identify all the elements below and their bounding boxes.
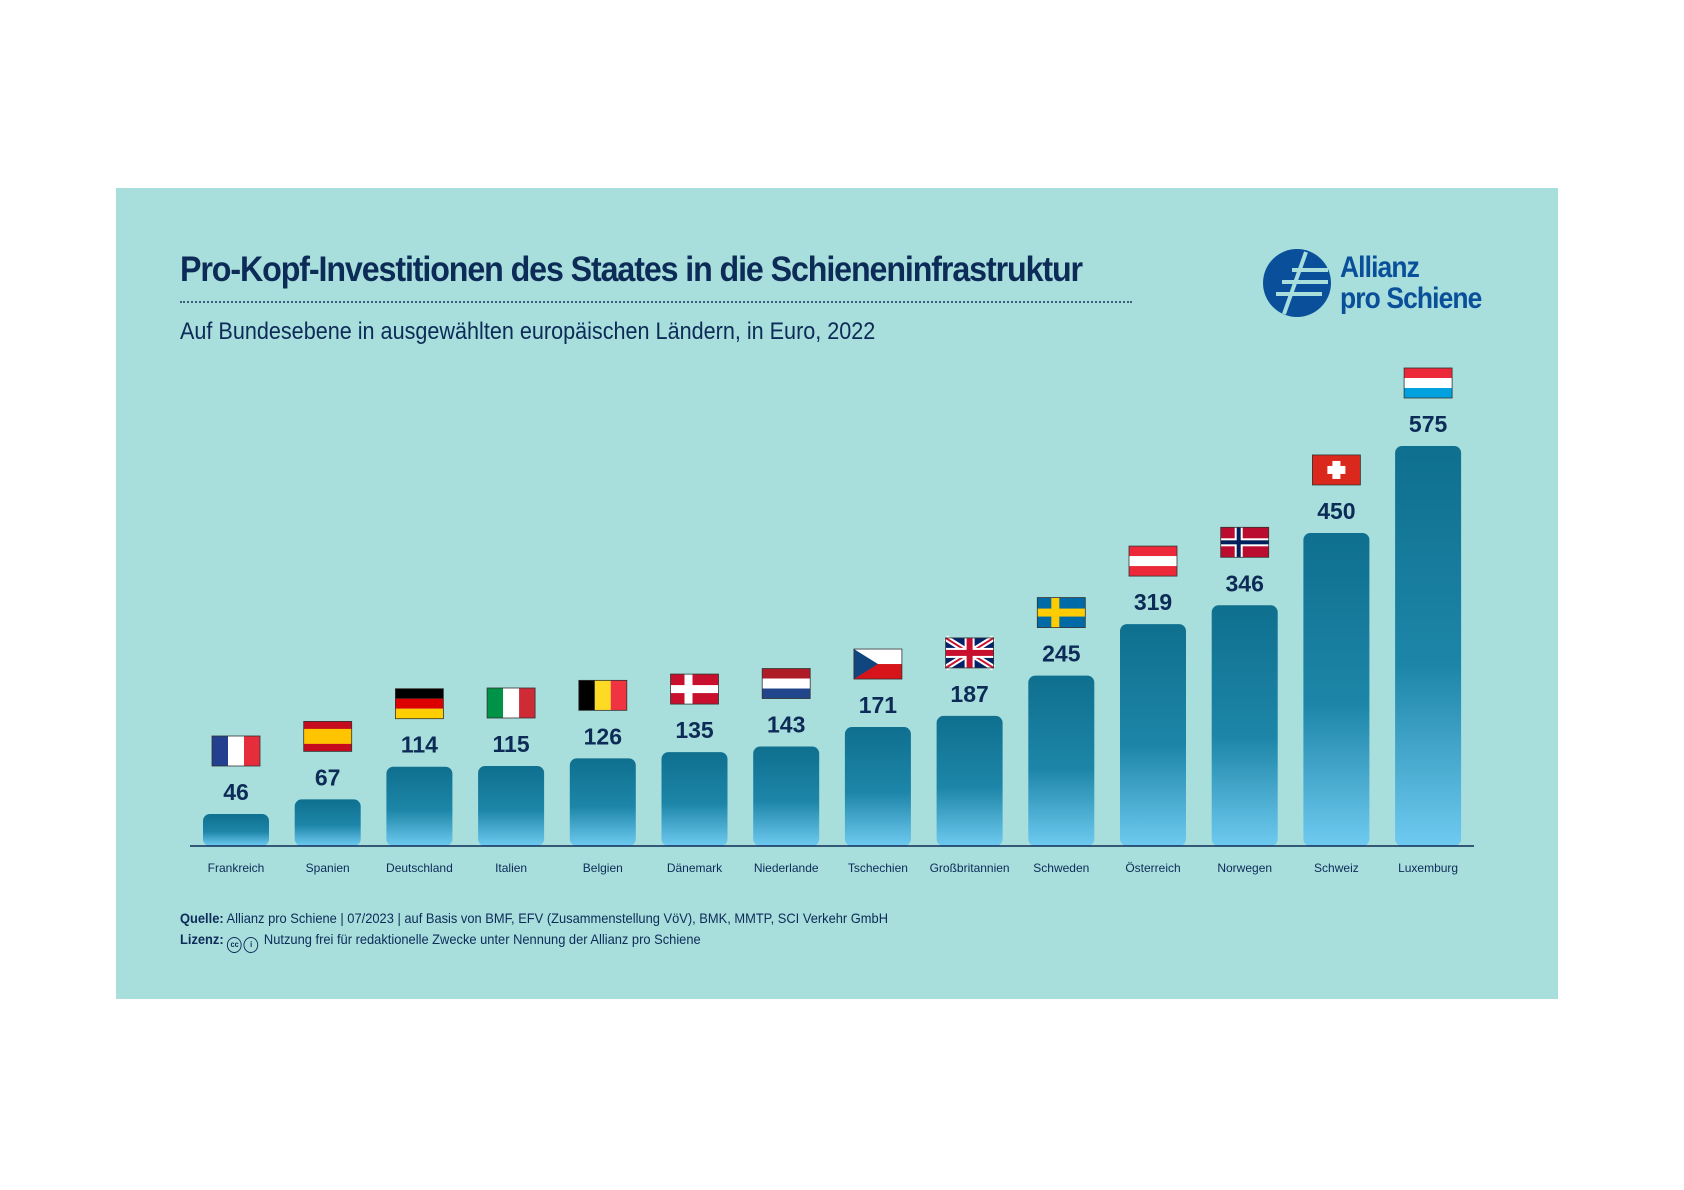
category-label: Luxemburg [1398, 861, 1458, 875]
flag-ch-icon [1312, 454, 1361, 486]
category-label: Italien [495, 861, 527, 875]
bar-Spanien [294, 799, 361, 846]
bar-Niederlande [753, 746, 820, 846]
category-label: Niederlande [754, 861, 819, 875]
attribution-icon: i [243, 937, 259, 953]
logo-line2: pro Schiene [1340, 282, 1482, 315]
chart-title: Pro-Kopf-Investitionen des Staates in di… [180, 250, 1083, 289]
data-label: 115 [493, 731, 530, 757]
category-label: Dänemark [667, 861, 723, 875]
category-label: Schweiz [1314, 861, 1359, 875]
logo-line1: Allianz [1340, 251, 1420, 284]
data-label: 187 [950, 681, 988, 707]
license-label: Lizenz: [180, 931, 224, 947]
license-text: Nutzung frei für redaktionelle Zwecke un… [263, 931, 701, 947]
bar-Norwegen [1211, 605, 1278, 846]
category-label: Schweden [1033, 861, 1089, 875]
flag-se-icon [1036, 597, 1086, 628]
chart-subtitle: Auf Bundesebene in ausgewählten europäis… [180, 318, 876, 345]
flag-be-icon [578, 679, 628, 711]
data-label: 143 [767, 712, 805, 738]
data-label: 245 [1042, 641, 1081, 667]
flag-lu-icon [1403, 367, 1453, 399]
source-line: Quelle: Allianz pro Schiene | 07/2023 | … [180, 910, 888, 926]
logo-mark-icon [1263, 249, 1331, 317]
bar-Tschechien [844, 727, 911, 846]
data-label: 114 [401, 732, 438, 758]
flag-fr-icon [211, 735, 261, 767]
bar-Luxemburg [1395, 446, 1462, 846]
flag-at-icon [1128, 545, 1178, 577]
bar-Schweiz [1303, 532, 1370, 846]
bar-Großbritannien [936, 715, 1003, 846]
category-label: Großbritannien [930, 861, 1010, 875]
category-label: Spanien [306, 861, 350, 875]
category-label: Frankreich [208, 861, 265, 875]
category-label: Tschechien [848, 861, 908, 875]
source-text: Allianz pro Schiene | 07/2023 | auf Basi… [226, 910, 889, 926]
data-label: 126 [584, 723, 622, 749]
flag-it-icon [486, 687, 536, 719]
data-label: 135 [675, 717, 714, 743]
flag-de-icon [394, 688, 444, 720]
category-label: Österreich [1125, 861, 1180, 875]
bar-Belgien [569, 758, 636, 846]
category-label: Belgien [583, 861, 623, 875]
flag-gb-icon [944, 635, 996, 671]
category-label: Deutschland [386, 861, 453, 875]
data-label: 171 [859, 692, 898, 718]
infographic-panel: Pro-Kopf-Investitionen des Staates in di… [116, 188, 1558, 999]
title-divider [180, 301, 1132, 303]
data-label: 575 [1409, 411, 1448, 437]
bar-Frankreich [203, 814, 269, 846]
bar-Dänemark [661, 752, 728, 846]
flag-cz-icon [853, 648, 903, 680]
cc-icon: cc [227, 937, 242, 953]
category-label: Norwegen [1217, 861, 1272, 875]
license-line: Lizenz: cc i Nutzung frei für redaktionel… [180, 931, 701, 953]
bar-Deutschland [386, 766, 453, 846]
data-label: 319 [1134, 589, 1172, 615]
allianz-logo: Allianz pro Schiene [1262, 248, 1501, 318]
bar-chart: 46 Frankreich 67 Spanien 114 Deutschland 115 It… [190, 367, 1474, 875]
data-label: 67 [315, 764, 341, 790]
flag-nl-icon [761, 668, 811, 699]
data-label: 346 [1226, 570, 1264, 596]
flag-no-icon [1220, 526, 1270, 558]
data-label: 450 [1317, 498, 1355, 524]
bar-Schweden [1028, 675, 1095, 846]
data-label: 46 [223, 779, 249, 805]
bar-Österreich [1120, 624, 1186, 846]
bar-Italien [478, 766, 545, 846]
source-label: Quelle: [180, 910, 224, 926]
flag-es-icon [303, 720, 353, 752]
flag-dk-icon [670, 673, 719, 705]
